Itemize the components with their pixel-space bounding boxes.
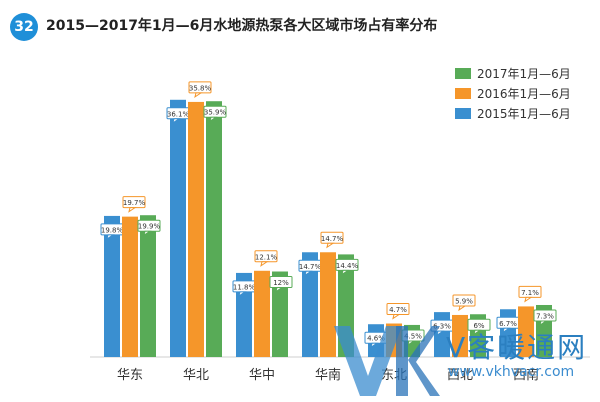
- data-label-pointer-东北-0: [370, 342, 379, 349]
- x-tick-label-华北: 华北: [183, 368, 209, 383]
- bar-华北-0: [170, 99, 186, 357]
- data-label-pointer-华中-0: [238, 291, 247, 298]
- data-label-华东-2: 19.9%: [138, 223, 161, 231]
- data-label-pointer-华东-1: [128, 207, 137, 213]
- bar-西南-1: [518, 306, 534, 357]
- watermark-text: V客暖通网: [446, 331, 588, 364]
- data-label-pointer-华东-0: [106, 234, 115, 241]
- chart-title: 2015—2017年1月—6月水地源热泵各大区域市场占有率分布: [46, 18, 438, 34]
- legend-label-2017: 2017年1月—6月: [477, 66, 571, 81]
- legend-item-2016: 2016年1月—6月: [455, 84, 571, 102]
- data-label-华南-0: 14.7%: [299, 263, 322, 271]
- x-tick-label-西北: 西北: [447, 368, 473, 383]
- data-label-华南-2: 14.4%: [336, 262, 359, 270]
- watermark-url: www.vkhvacr.com: [448, 364, 575, 380]
- bar-华中-1: [254, 270, 270, 357]
- data-label-华北-1: 35.8%: [189, 84, 212, 92]
- data-label-华东-0: 19.8%: [101, 226, 124, 234]
- data-label-东北-0: 4.6%: [367, 335, 385, 343]
- data-label-pointer-华东-2: [143, 230, 152, 237]
- figure-number-badge: 32: [10, 13, 38, 41]
- legend-item-2017: 2017年1月—6月: [455, 64, 571, 82]
- data-label-pointer-华南-0: [304, 270, 313, 277]
- x-tick-label-华南: 华南: [315, 367, 341, 383]
- chart-header: 32 2015—2017年1月—6月水地源热泵各大区域市场占有率分布: [0, 0, 600, 60]
- x-tick-label-西南: 西南: [513, 367, 539, 383]
- x-tick-label-华东: 华东: [117, 368, 143, 383]
- data-label-西南-0: 6.7%: [499, 320, 517, 328]
- data-label-pointer-华中-2: [275, 287, 284, 293]
- data-label-华北-2: 35.9%: [204, 109, 227, 117]
- data-label-pointer-西南-2: [539, 320, 548, 327]
- data-label-pointer-华南-2: [341, 269, 350, 276]
- legend-swatch-2017: [455, 67, 471, 79]
- data-label-pointer-东北-2: [407, 340, 416, 347]
- bar-华东-0: [104, 215, 120, 357]
- data-label-pointer-东北-1: [392, 314, 401, 320]
- data-label-pointer-西北-1: [458, 305, 467, 312]
- bar-华中-2: [272, 271, 288, 357]
- legend-swatch-2015: [455, 107, 471, 119]
- watermark: V客暖通网 www.vkhvacr.com: [330, 320, 600, 402]
- data-label-pointer-西北-2: [473, 329, 482, 336]
- data-label-华中-1: 12.1%: [255, 253, 278, 261]
- data-label-华南-1: 14.7%: [321, 235, 344, 243]
- chart-legend: 2017年1月—6月 2016年1月—6月 2015年1月—6月: [455, 64, 571, 124]
- data-label-西北-0: 6.3%: [433, 323, 451, 331]
- bar-西北-1: [452, 314, 468, 357]
- legend-label-2015: 2015年1月—6月: [477, 106, 571, 121]
- data-label-西南-1: 7.1%: [521, 289, 539, 297]
- data-label-华中-2: 12%: [273, 279, 289, 287]
- bar-华北-2: [206, 101, 222, 358]
- data-label-pointer-华北-0: [172, 118, 181, 124]
- legend-label-2016: 2016年1月—6月: [477, 86, 571, 101]
- bar-华东-1: [122, 216, 138, 357]
- data-label-西北-1: 5.9%: [455, 297, 473, 305]
- data-label-西北-2: 6%: [473, 322, 484, 330]
- bar-华北-1: [188, 101, 204, 357]
- data-label-pointer-华北-1: [194, 92, 203, 99]
- legend-item-2015: 2015年1月—6月: [455, 104, 571, 122]
- data-label-东北-2: 4.5%: [404, 332, 422, 340]
- data-label-华中-0: 11.8%: [233, 283, 256, 291]
- data-label-pointer-西南-1: [524, 296, 533, 303]
- data-label-pointer-西北-0: [436, 330, 445, 337]
- legend-swatch-2016: [455, 87, 471, 99]
- data-label-华北-0: 36.1%: [167, 110, 190, 118]
- bar-华南-1: [320, 252, 336, 357]
- bar-华东-2: [140, 215, 156, 357]
- data-label-西南-2: 7.3%: [536, 312, 554, 320]
- x-tick-label-华中: 华中: [249, 368, 275, 383]
- watermark-logo: [334, 326, 440, 396]
- bar-华南-0: [302, 252, 318, 357]
- data-label-pointer-西南-0: [502, 327, 511, 334]
- data-label-pointer-华南-1: [326, 242, 335, 249]
- data-label-pointer-华北-2: [209, 116, 218, 123]
- data-label-华东-1: 19.7%: [123, 199, 146, 207]
- data-label-东北-1: 4.7%: [389, 306, 407, 314]
- data-label-pointer-华中-1: [260, 261, 269, 267]
